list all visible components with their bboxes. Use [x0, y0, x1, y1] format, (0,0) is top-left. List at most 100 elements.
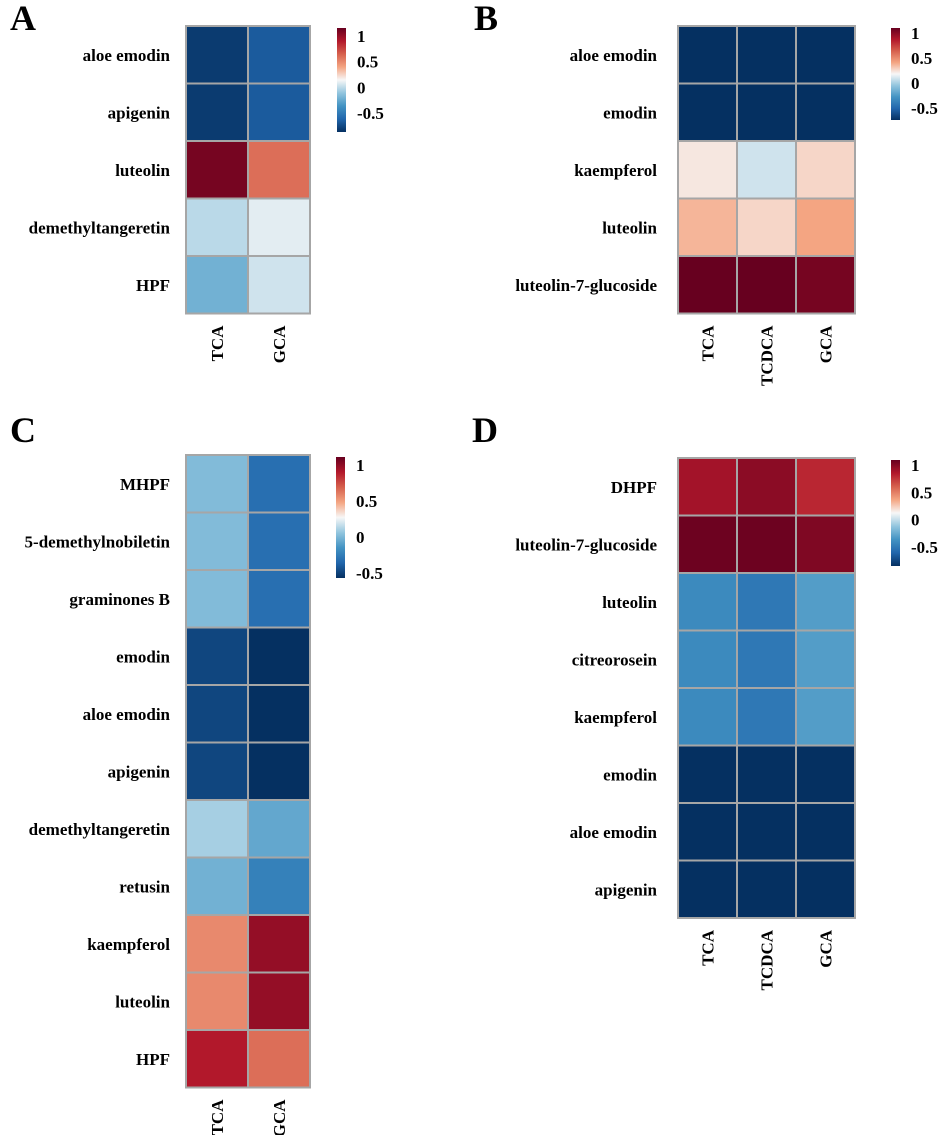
heatmap-cell — [185, 741, 249, 801]
heatmap-cell — [185, 25, 249, 85]
heatmap-cell — [185, 684, 249, 744]
heatmap-cell — [736, 197, 797, 257]
heatmap-cell — [247, 569, 311, 629]
heatmap-cell — [677, 859, 738, 919]
colorbar-tick-label: 0 — [356, 528, 365, 547]
heatmap-cell — [185, 856, 249, 916]
heatmap-cell — [795, 82, 856, 142]
colorbar-tick-label: 1 — [357, 27, 366, 46]
row-label: luteolin — [602, 218, 657, 237]
row-label: MHPF — [120, 475, 170, 494]
row-label: DHPF — [611, 478, 657, 497]
column-label: TCA — [699, 325, 718, 362]
heatmap-cell — [247, 914, 311, 974]
row-label: luteolin-7-glucoside — [515, 276, 657, 295]
row-label: aloe emodin — [570, 46, 658, 65]
panel-label: C — [10, 410, 36, 450]
colorbar-tick-label: 0.5 — [357, 53, 378, 72]
panel-label: B — [474, 0, 498, 38]
row-label: aloe emodin — [83, 46, 171, 65]
colorbar-tick-label: 0 — [357, 78, 366, 97]
heatmap-cell — [736, 744, 797, 804]
heatmap-cell — [247, 454, 311, 514]
heatmap-cell — [247, 511, 311, 571]
colorbar-tick-label: 1 — [911, 456, 920, 475]
colorbar — [891, 28, 900, 120]
row-label: retusin — [119, 877, 170, 896]
column-label: TCA — [208, 1099, 227, 1135]
heatmap-cell — [795, 744, 856, 804]
heatmap-cell — [185, 255, 249, 315]
heatmap-cell — [247, 741, 311, 801]
row-label: kaempferol — [574, 161, 657, 180]
row-label: luteolin — [602, 593, 657, 612]
heatmap-cell — [247, 971, 311, 1031]
row-label: apigenin — [108, 103, 171, 122]
heatmap-cell — [185, 1029, 249, 1089]
heatmap-cell — [677, 457, 738, 517]
row-label: emodin — [603, 765, 657, 784]
heatmap-cell — [736, 140, 797, 200]
heatmap-cell — [795, 859, 856, 919]
heatmap-cell — [185, 971, 249, 1031]
column-label: GCA — [817, 929, 836, 968]
heatmap-cell — [795, 457, 856, 517]
row-label: demethyltangeretin — [29, 218, 171, 237]
colorbar — [891, 460, 900, 566]
heatmap-cell — [736, 25, 797, 85]
colorbar-tick-label: 1 — [356, 456, 365, 475]
row-label: kaempferol — [574, 708, 657, 727]
column-label: GCA — [817, 325, 836, 364]
colorbar-tick-label: 0 — [911, 511, 920, 530]
colorbar-tick-label: 0.5 — [356, 492, 377, 511]
row-label: citreorosein — [572, 650, 658, 669]
heatmap-cell — [736, 687, 797, 747]
heatmap-cell — [247, 799, 311, 859]
heatmap-cell — [795, 514, 856, 574]
heatmap-cell — [677, 514, 738, 574]
row-label: aloe emodin — [83, 705, 171, 724]
heatmap-cell — [736, 802, 797, 862]
colorbar-tick-label: -0.5 — [911, 538, 938, 557]
column-label: TCA — [699, 929, 718, 966]
heatmap-cell — [247, 197, 311, 257]
colorbar-tick-label: 1 — [911, 24, 920, 43]
heatmap-cell — [795, 25, 856, 85]
heatmap-cell — [795, 140, 856, 200]
row-label: apigenin — [595, 880, 658, 899]
heatmap-panel-c: C MHPF 5-demethylnobiletin graminones B emod… — [10, 410, 383, 1135]
heatmap-cell — [247, 856, 311, 916]
row-label: kaempferol — [87, 935, 170, 954]
heatmap-cell — [247, 1029, 311, 1089]
row-label: HPF — [136, 1050, 170, 1069]
heatmap-cell — [677, 572, 738, 632]
heatmap-cell — [795, 197, 856, 257]
heatmap-cell — [677, 197, 738, 257]
heatmap-cell — [247, 140, 311, 200]
row-label: demethyltangeretin — [29, 820, 171, 839]
heatmap-cell — [677, 140, 738, 200]
heatmap-panel-d: D DHPF luteolin-7-glucoside luteolin citreor… — [472, 410, 938, 990]
heatmap-cell — [736, 629, 797, 689]
heatmap-cell — [185, 140, 249, 200]
heatmap-cell — [677, 25, 738, 85]
heatmap-cell — [185, 454, 249, 514]
colorbar-tick-label: -0.5 — [911, 99, 938, 118]
heatmap-cell — [247, 684, 311, 744]
heatmap-cell — [795, 629, 856, 689]
row-label: luteolin-7-glucoside — [515, 535, 657, 554]
column-label: TCA — [208, 325, 227, 362]
heatmap-cell — [677, 629, 738, 689]
column-label: TCDCA — [758, 325, 777, 386]
heatmap-cell — [677, 802, 738, 862]
colorbar-tick-label: 0.5 — [911, 49, 932, 68]
row-label: HPF — [136, 276, 170, 295]
row-label: emodin — [116, 647, 170, 666]
heatmap-cell — [795, 802, 856, 862]
row-label: aloe emodin — [570, 823, 658, 842]
heatmap-cell — [247, 626, 311, 686]
colorbar — [337, 28, 346, 132]
heatmap-cell — [185, 626, 249, 686]
heatmap-cell — [247, 82, 311, 142]
